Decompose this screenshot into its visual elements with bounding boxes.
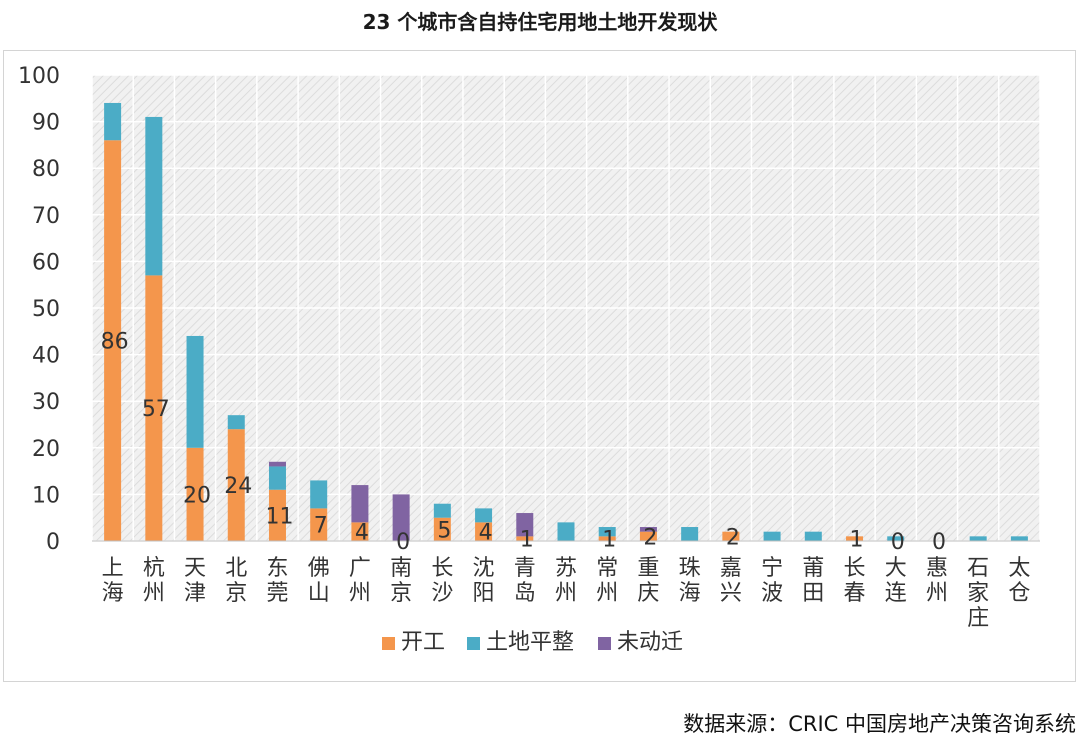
y-tick-label: 50: [32, 297, 60, 322]
legend-label: 土地平整: [486, 630, 574, 655]
bar-segment: [268, 489, 286, 541]
data-label: 24: [224, 474, 252, 499]
x-tick-label: 长春: [844, 556, 866, 606]
bar-segment: [351, 522, 369, 541]
bar-segment: [639, 527, 657, 532]
bar-segment: [763, 531, 781, 541]
data-label: 4: [355, 521, 369, 546]
y-tick-label: 60: [32, 250, 60, 275]
x-tick-label: 天津: [184, 556, 206, 606]
data-label: 7: [314, 514, 328, 539]
data-label: 2: [643, 525, 657, 550]
data-label: 1: [850, 528, 864, 553]
y-tick-label: 20: [32, 437, 60, 462]
y-tick-label: 80: [32, 157, 60, 182]
data-label: 2: [726, 525, 740, 550]
x-tick-label: 青岛: [514, 556, 536, 606]
data-label: 20: [183, 483, 211, 508]
x-tick-label: 沈阳: [473, 556, 495, 606]
y-tick-label: 10: [32, 483, 60, 508]
data-label: 0: [396, 530, 410, 555]
bar-segment: [516, 513, 534, 537]
bar-segment: [145, 275, 163, 541]
chart-frame: [3, 50, 1076, 682]
data-label: 86: [101, 330, 129, 355]
y-tick-label: 90: [32, 111, 60, 136]
x-tick-label: 石家庄: [967, 556, 989, 631]
bar-segment: [598, 536, 616, 541]
bar-segment: [104, 140, 122, 542]
x-tick-label: 宁波: [761, 556, 783, 606]
bar-segment: [557, 522, 575, 541]
x-tick-label: 重庆: [637, 556, 659, 606]
bar-segment: [846, 536, 864, 541]
bar-segment: [392, 494, 410, 541]
bar-segment: [227, 429, 245, 541]
bar-segment: [268, 461, 286, 467]
x-tick-label: 苏州: [555, 556, 577, 606]
x-tick-label: 珠海: [679, 556, 701, 606]
x-tick-label: 长沙: [431, 556, 453, 606]
data-label: 0: [932, 530, 946, 555]
chart-title: 23 个城市含自持住宅用地土地开发现状: [362, 10, 718, 34]
bar-segment: [598, 527, 616, 537]
legend-swatch: [467, 637, 480, 650]
data-label: 11: [265, 504, 293, 529]
source-note: 数据来源：CRIC 中国房地产决策咨询系统: [683, 712, 1076, 736]
bar-segment: [186, 447, 204, 541]
x-tick-label: 北京: [225, 556, 247, 606]
x-tick-label: 南京: [390, 556, 412, 606]
data-label: 1: [520, 528, 534, 553]
x-tick-label: 广州: [349, 556, 371, 606]
bar-segment: [722, 531, 740, 541]
bar-segment: [351, 485, 369, 523]
data-label: 0: [891, 530, 905, 555]
bar-segment: [887, 536, 905, 541]
bar-segment: [804, 531, 822, 541]
y-tick-label: 40: [32, 344, 60, 369]
x-tick-label: 惠州: [926, 556, 948, 606]
y-tick-label: 100: [18, 64, 60, 89]
legend-swatch: [598, 637, 611, 650]
x-tick-label: 太仓: [1008, 556, 1030, 606]
bar-segment: [969, 536, 987, 541]
data-label: 57: [142, 397, 170, 422]
y-tick-label: 70: [32, 204, 60, 229]
bar-segment: [433, 503, 451, 518]
bar-segment: [475, 508, 493, 523]
x-tick-label: 杭州: [143, 556, 165, 606]
bar-segment: [186, 335, 204, 448]
legend-swatch: [382, 637, 395, 650]
bar-segment: [433, 517, 451, 541]
data-label: 1: [602, 528, 616, 553]
x-tick-label: 大连: [885, 556, 907, 606]
y-tick-label: 30: [32, 390, 60, 415]
data-label: 5: [437, 518, 451, 543]
x-tick-label: 常州: [596, 556, 618, 606]
bar-segment: [145, 116, 163, 276]
data-label: 4: [479, 521, 493, 546]
x-tick-label: 东莞: [266, 556, 288, 606]
bar-segment: [639, 531, 657, 541]
bar-segment: [516, 536, 534, 541]
x-tick-label: 嘉兴: [720, 556, 742, 606]
bar-segment: [681, 527, 699, 541]
legend-label: 开工: [401, 630, 445, 655]
x-tick-label: 莆田: [802, 556, 824, 606]
bar-segment: [104, 102, 122, 141]
y-tick-label: 0: [46, 530, 60, 555]
bar-segment: [268, 466, 286, 490]
x-tick-label: 佛山: [308, 556, 330, 606]
bar-segment: [310, 480, 328, 509]
bar-segment: [310, 508, 328, 541]
bar-segment: [227, 415, 245, 430]
bar-segment: [1010, 536, 1028, 541]
x-tick-label: 上海: [102, 556, 124, 606]
legend-label: 未动迁: [617, 630, 683, 655]
bar-segment: [475, 522, 493, 541]
